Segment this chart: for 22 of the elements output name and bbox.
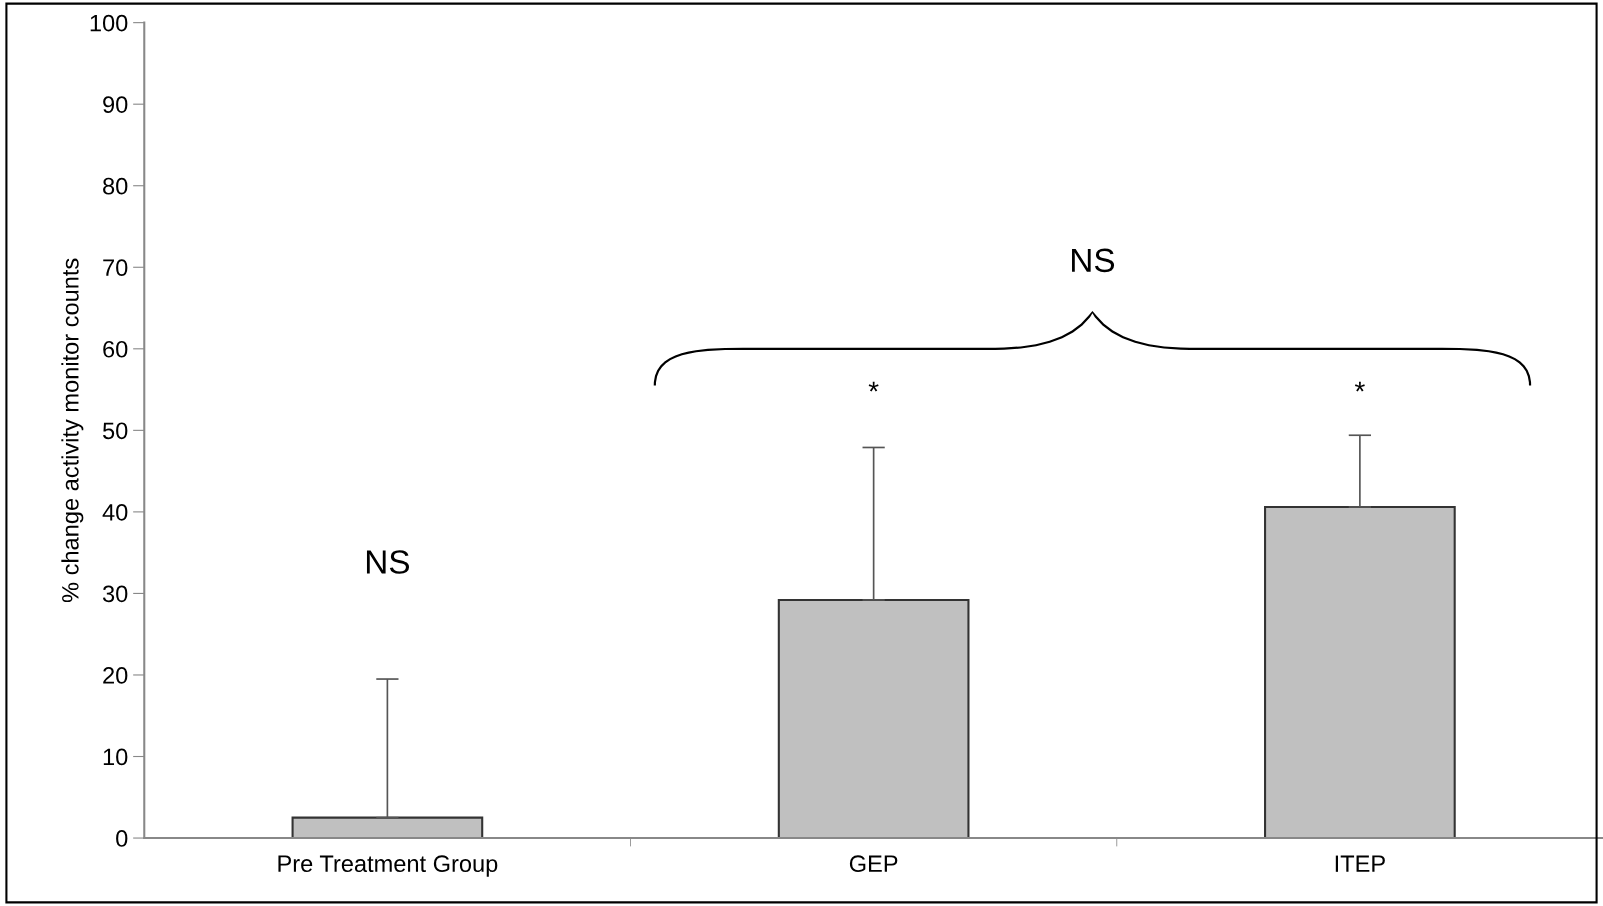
y-tick-label: 20 — [103, 667, 128, 684]
bar — [291, 816, 484, 839]
bar — [777, 598, 970, 839]
x-tick-label: Pre Treatment Group — [278, 855, 498, 877]
y-tick-label: 90 — [103, 96, 128, 113]
y-tick-label: 70 — [103, 259, 128, 277]
y-tick-label: 10 — [103, 748, 128, 766]
y-tick-label: 0 — [116, 830, 128, 847]
y-tick-label: 80 — [103, 177, 128, 195]
y-tick-label: 30 — [102, 585, 128, 603]
annotation: * — [868, 381, 879, 392]
y-tick-label: 60 — [103, 340, 128, 358]
annotation: NS — [366, 550, 410, 574]
y-tick-label: 40 — [102, 503, 128, 521]
y-tick-label: 50 — [102, 422, 128, 440]
annotation: * — [1354, 381, 1365, 392]
annotation: NS — [1072, 248, 1115, 273]
y-axis-title: % change activity monitor counts — [61, 258, 84, 603]
y-tick-label: 100 — [90, 14, 128, 32]
x-tick-label: ITEP — [1335, 855, 1385, 872]
x-tick-label: GEP — [849, 855, 898, 873]
bar — [1264, 505, 1456, 839]
